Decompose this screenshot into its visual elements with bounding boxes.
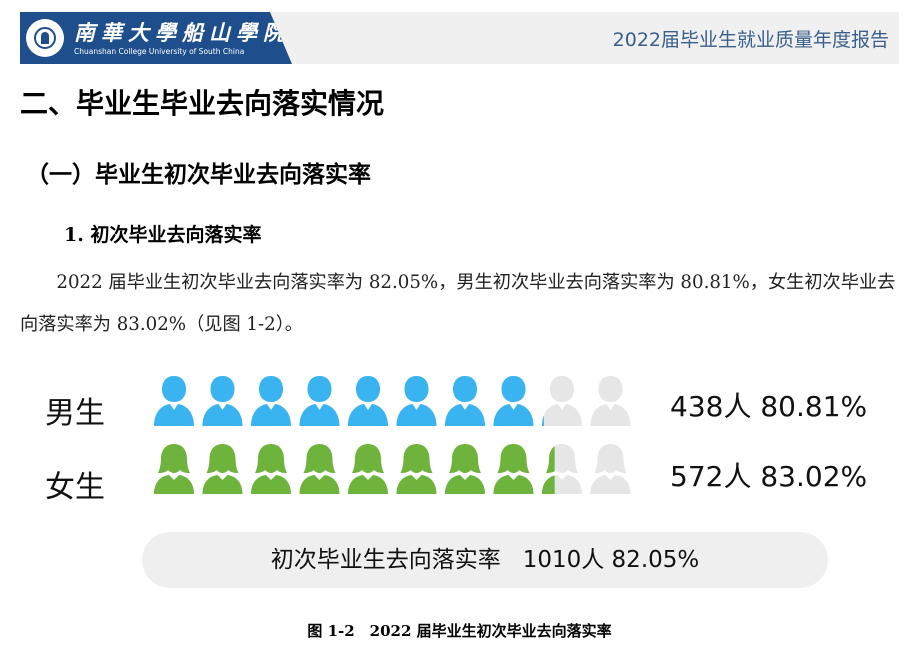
male-person-icon-bg xyxy=(542,376,582,426)
male-person-icon xyxy=(542,415,544,426)
summary-label: 初次毕业生去向落实率 xyxy=(270,547,501,573)
male-person-icon xyxy=(251,376,291,426)
female-count: 572人 xyxy=(670,460,752,493)
female-row-label: 女生 xyxy=(45,470,105,505)
male-person-icon xyxy=(299,376,340,426)
section-heading: 二、毕业生毕业去向落实情况 xyxy=(20,87,385,120)
subsection-heading: （一）毕业生初次毕业去向落实率 xyxy=(26,162,371,188)
female-person-icon xyxy=(396,444,437,494)
body-paragraph: 2022 届毕业生初次毕业去向落实率为 82.05%，男生初次毕业去向落实率为 … xyxy=(20,272,896,335)
female-person-icon xyxy=(348,444,388,494)
female-person-icon xyxy=(493,444,534,494)
logo-english-name: Chuanshan College University of South Ch… xyxy=(74,47,245,56)
male-person-icon xyxy=(154,376,194,426)
male-person-icon-bg xyxy=(590,376,631,426)
male-person-icon xyxy=(396,376,437,426)
female-person-icon xyxy=(445,444,485,494)
male-person-icon xyxy=(445,376,485,426)
male-person-icon xyxy=(493,376,534,426)
female-rate: 83.02% xyxy=(760,460,868,493)
sub-subsection-heading: 1. 初次毕业去向落实率 xyxy=(64,224,262,246)
female-person-icon xyxy=(542,446,555,494)
summary-count: 1010人 xyxy=(522,547,605,573)
female-person-icon-bg xyxy=(590,444,631,494)
figure-caption: 图 1-2 2022 届毕业生初次毕业去向落实率 xyxy=(307,622,612,640)
female-person-icon xyxy=(202,444,243,494)
male-person-icon xyxy=(202,376,243,426)
female-row-stat: 572人 83.02% xyxy=(670,455,867,495)
report-header: 南華大學船山學院 Chuanshan College University of… xyxy=(20,12,899,64)
logo-chinese-name: 南華大學船山學院 xyxy=(74,20,290,45)
school-logo: 南華大學船山學院 Chuanshan College University of… xyxy=(20,12,292,64)
male-count: 438人 xyxy=(670,390,752,423)
male-row-stat: 438人 80.81% xyxy=(670,385,867,425)
female-person-icon xyxy=(251,444,291,494)
male-person-icon xyxy=(348,376,388,426)
overall-summary-pill: 初次毕业生去向落实率 1010人 82.05% xyxy=(142,532,828,588)
female-pictogram xyxy=(154,444,631,494)
male-pictogram xyxy=(154,376,631,426)
male-rate: 80.81% xyxy=(760,390,868,423)
summary-rate: 82.05% xyxy=(611,547,700,573)
male-row-label: 男生 xyxy=(45,396,105,431)
report-title: 2022届毕业生就业质量年度报告 xyxy=(612,29,889,51)
school-seal-icon xyxy=(26,19,64,57)
female-person-icon xyxy=(299,444,340,494)
female-person-icon xyxy=(154,444,194,494)
